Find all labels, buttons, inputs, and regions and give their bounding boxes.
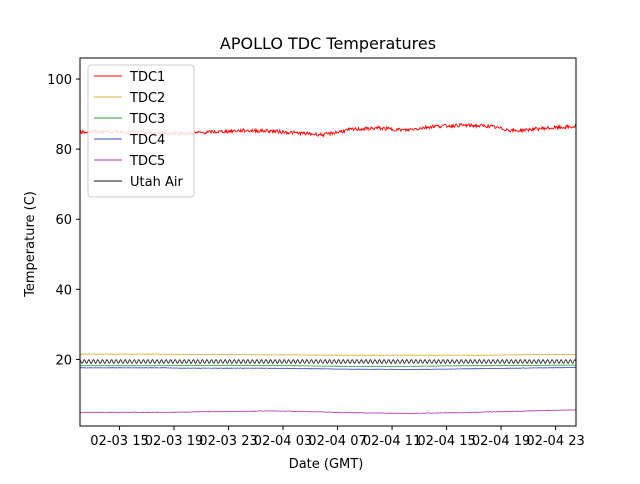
series-line-tdc2 (79, 353, 576, 356)
x-tick-label: 02-04 19 (472, 434, 530, 449)
x-tick-label: 02-04 15 (417, 434, 475, 449)
x-tick-label: 02-03 19 (145, 434, 203, 449)
y-tick-label: 100 (47, 73, 72, 88)
legend-box (87, 64, 195, 198)
plot-area (79, 122, 577, 415)
x-tick-label: 02-03 23 (199, 434, 257, 449)
y-axis-label: Temperature (C) (23, 191, 38, 298)
x-tick-label: 02-04 07 (308, 434, 366, 449)
legend-label-tdc5: TDC5 (129, 154, 165, 169)
x-axis-label: Date (GMT) (289, 457, 364, 472)
axes-frame (79, 57, 577, 427)
x-tick-label: 02-04 11 (363, 434, 421, 449)
chart-title: APOLLO TDC Temperatures (220, 34, 436, 53)
series-line-tdc4 (79, 366, 577, 371)
legend-label-utah-air: Utah Air (130, 175, 183, 190)
legend-label-tdc3: TDC3 (129, 112, 165, 127)
x-tick-label: 02-04 23 (526, 434, 584, 449)
x-tick-label: 02-04 03 (254, 434, 312, 449)
series-line-utah-air (79, 358, 577, 365)
y-tick-label: 40 (55, 283, 72, 298)
legend-label-tdc2: TDC2 (129, 91, 165, 106)
y-tick-label: 60 (55, 213, 72, 228)
legend: TDC1 TDC2 TDC3 TDC4 TDC5 Utah Air (87, 64, 195, 198)
legend-label-tdc4: TDC4 (129, 133, 165, 148)
y-tick-label: 20 (55, 353, 72, 368)
x-tick-label: 02-03 15 (90, 434, 148, 449)
series-line-tdc5 (80, 409, 577, 415)
legend-label-tdc1: TDC1 (129, 70, 165, 85)
series-line-tdc3 (79, 364, 577, 368)
y-tick-label: 80 (55, 143, 72, 158)
